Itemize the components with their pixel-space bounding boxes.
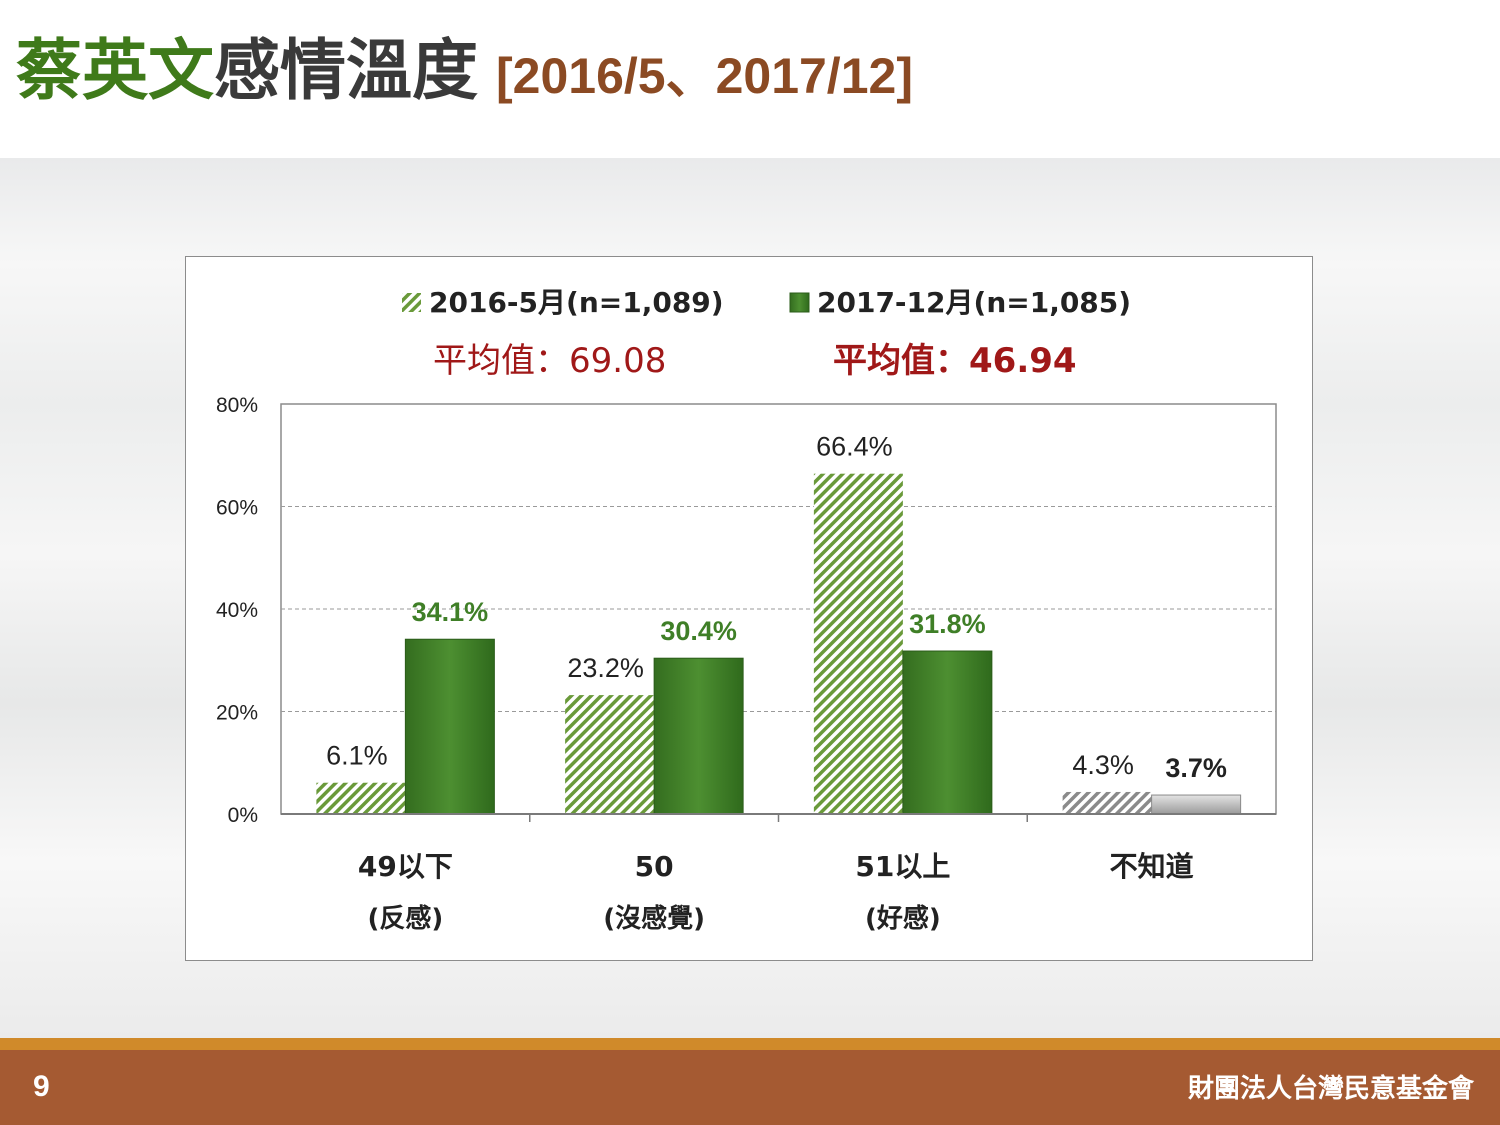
title-bar: 蔡英文感情溫度 [2016/5、2017/12] bbox=[0, 0, 1500, 158]
page-number: 9 bbox=[33, 1070, 50, 1103]
x-category-label: 49以下 bbox=[358, 850, 453, 883]
bar-chart: 2016-5月(n=1,089) 2017-12月(n=1,085) 平均值：69… bbox=[216, 286, 1277, 934]
legend-swatch bbox=[789, 292, 810, 313]
x-category-label: 不知道 bbox=[1110, 850, 1194, 883]
organization-name: 財團法人台灣民意基金會 bbox=[1187, 1074, 1474, 1104]
chart-panel: 2016-5月(n=1,089) 2017-12月(n=1,085) 平均值：69… bbox=[185, 256, 1313, 961]
bar-2017 bbox=[902, 650, 993, 815]
bar-2016 bbox=[565, 695, 655, 814]
x-category-sublabel: (反感) bbox=[367, 904, 443, 934]
footer-stripe bbox=[0, 1038, 1500, 1050]
bars: 6.1% 34.1% 23.2% 30.4% 66.4% 31.8% 4.3% 3.7% bbox=[316, 432, 1242, 815]
bar-2017 bbox=[653, 657, 744, 815]
data-label: 3.7% bbox=[1165, 753, 1227, 783]
legend-label: 2016-5月(n=1,089) bbox=[429, 286, 724, 319]
x-category-sublabel: (好感) bbox=[865, 904, 941, 934]
data-label: 23.2% bbox=[567, 653, 644, 683]
legend-swatch bbox=[402, 293, 421, 312]
data-label: 30.4% bbox=[660, 616, 737, 646]
title-topic: 感情溫度 bbox=[214, 32, 478, 109]
footer-bar bbox=[0, 1050, 1500, 1125]
data-label: 34.1% bbox=[412, 597, 489, 627]
bar-2016 bbox=[1062, 791, 1152, 814]
average-2016: 平均值：69.08 bbox=[433, 341, 666, 381]
average-2017: 平均值：46.94 bbox=[833, 341, 1077, 381]
legend: 2016-5月(n=1,089) 2017-12月(n=1,085) bbox=[402, 286, 1131, 319]
bar-2017 bbox=[404, 638, 495, 815]
slide-title: 蔡英文感情溫度 [2016/5、2017/12] bbox=[16, 38, 913, 104]
bar-2016 bbox=[316, 782, 406, 814]
x-category-sublabel: (沒感覺) bbox=[603, 904, 705, 934]
data-label: 66.4% bbox=[816, 432, 893, 462]
data-label: 4.3% bbox=[1072, 750, 1134, 780]
data-label: 6.1% bbox=[326, 741, 388, 771]
y-tick-label: 80% bbox=[216, 394, 258, 417]
y-axis: 0% 20% 40% 60% 80% bbox=[216, 394, 258, 827]
average-labels: 平均值：69.08 平均值：46.94 bbox=[433, 341, 1077, 381]
data-label: 31.8% bbox=[909, 609, 986, 639]
x-category-label: 51以上 bbox=[855, 850, 950, 883]
title-name: 蔡英文 bbox=[16, 32, 214, 109]
bar-2016 bbox=[813, 473, 903, 814]
bar-2017 bbox=[1151, 794, 1242, 815]
title-dates: [2016/5、2017/12] bbox=[496, 48, 913, 104]
y-tick-label: 60% bbox=[216, 497, 258, 520]
y-tick-label: 0% bbox=[228, 804, 258, 827]
legend-label: 2017-12月(n=1,085) bbox=[817, 286, 1131, 319]
y-tick-label: 40% bbox=[216, 599, 258, 622]
x-category-label: 50 bbox=[635, 850, 674, 883]
x-axis: 49以下 (反感) 50 (沒感覺) 51以上 (好感) 不知道 bbox=[281, 813, 1276, 934]
y-tick-label: 20% bbox=[216, 702, 258, 725]
